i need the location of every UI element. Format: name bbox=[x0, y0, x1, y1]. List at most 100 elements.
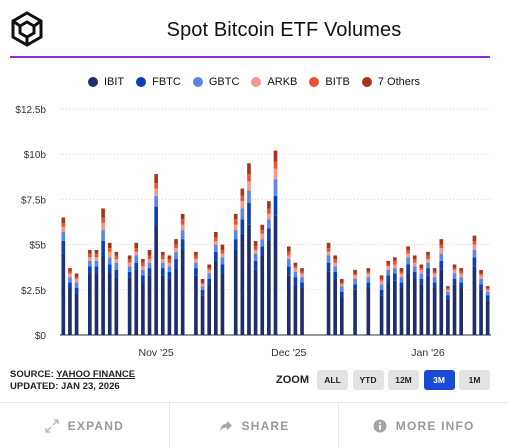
bar-segment-ibit bbox=[68, 287, 72, 335]
legend-swatch bbox=[192, 77, 203, 87]
bar-segment-arkb bbox=[160, 259, 165, 263]
bar-segment-gbtc bbox=[127, 266, 132, 272]
bar-segment-7-others bbox=[240, 188, 245, 196]
bar-segment-ibit bbox=[406, 273, 410, 335]
zoom-all-button[interactable]: ALL bbox=[317, 370, 348, 390]
bar-segment-fbtc bbox=[452, 278, 457, 285]
bar-segment-arkb bbox=[200, 284, 205, 287]
source-link[interactable]: YAHOO FINANCE bbox=[56, 369, 136, 380]
zoom-1m-button[interactable]: 1M bbox=[459, 370, 490, 390]
legend-item-ibit[interactable]: IBIT bbox=[87, 76, 124, 88]
bar-segment-bitb bbox=[233, 219, 238, 225]
bar-segment-bitb bbox=[127, 259, 132, 263]
bar-segment-gbtc bbox=[426, 262, 430, 269]
bar-segment-gbtc bbox=[459, 277, 463, 283]
bar-segment-gbtc bbox=[61, 231, 66, 241]
bar-segment-ibit bbox=[459, 287, 463, 335]
y-tick-label: $0 bbox=[35, 331, 47, 342]
bar-segment-gbtc bbox=[339, 286, 344, 292]
expand-button[interactable]: EXPAND bbox=[0, 403, 170, 448]
bar-segment-7-others bbox=[88, 250, 92, 254]
bar-segment-arkb bbox=[134, 251, 139, 256]
bar-segment-arkb bbox=[485, 289, 490, 292]
bar-segment-7-others bbox=[439, 239, 444, 245]
bar-segment-bitb bbox=[412, 259, 417, 263]
bar-segment-ibit bbox=[194, 275, 198, 335]
bar-segment-7-others bbox=[200, 278, 205, 283]
info-icon bbox=[373, 419, 387, 432]
bar-segment-bitb bbox=[207, 268, 212, 270]
x-tick-label: Dec '25 bbox=[271, 347, 306, 359]
action-bar: EXPAND SHARE MORE INFO bbox=[0, 402, 508, 448]
legend-item-gbtc[interactable]: GBTC bbox=[192, 76, 240, 88]
bar-segment-7-others bbox=[154, 174, 158, 184]
chart-title: Spot Bitcoin ETF Volumes bbox=[166, 19, 402, 41]
bar-segment-fbtc bbox=[154, 206, 158, 227]
bar-segment-gbtc bbox=[333, 266, 338, 272]
bar-segment-fbtc bbox=[68, 282, 72, 288]
bar-segment-ibit bbox=[479, 289, 483, 335]
bar-segment-fbtc bbox=[127, 271, 132, 278]
bar-segment-arkb bbox=[366, 273, 371, 278]
bar-segment-arkb bbox=[174, 248, 178, 252]
bar-segment-fbtc bbox=[267, 228, 271, 241]
bar-segment-ibit bbox=[399, 287, 404, 335]
legend-item-fbtc[interactable]: FBTC bbox=[136, 76, 181, 88]
bar-segment-arkb bbox=[127, 262, 132, 267]
zoom-12m-button[interactable]: 12M bbox=[388, 370, 419, 390]
bar-segment-gbtc bbox=[293, 271, 298, 278]
bar-segment-bitb bbox=[107, 248, 112, 252]
bar-segment-gbtc bbox=[74, 282, 79, 288]
bar-segment-gbtc bbox=[107, 257, 112, 265]
bar-segment-bitb bbox=[88, 253, 92, 258]
bar-segment-fbtc bbox=[300, 282, 304, 288]
bar-segment-ibit bbox=[180, 250, 185, 335]
more-info-button[interactable]: MORE INFO bbox=[339, 403, 508, 448]
bar-segment-ibit bbox=[107, 273, 112, 335]
chart-legend: IBIT FBTC GBTC ARKB BITB 7 Others bbox=[0, 76, 508, 88]
bar-segment-ibit bbox=[233, 250, 238, 335]
zoom-controls: ZOOM ALL YTD 12M 3M 1M bbox=[276, 370, 490, 390]
bar-segment-gbtc bbox=[240, 208, 245, 220]
expand-label: EXPAND bbox=[67, 418, 124, 433]
bar-segment-7-others bbox=[180, 213, 185, 220]
y-tick-label: $12.5b bbox=[15, 105, 46, 116]
bar-segment-gbtc bbox=[286, 259, 291, 267]
share-button[interactable]: SHARE bbox=[170, 403, 340, 448]
bar-segment-ibit bbox=[426, 275, 430, 335]
x-tick-label: Jan '26 bbox=[411, 347, 445, 359]
legend-item-arkb[interactable]: ARKB bbox=[251, 76, 297, 88]
legend-label: GBTC bbox=[208, 76, 240, 88]
legend-swatch bbox=[309, 77, 320, 87]
legend-item-bitb[interactable]: BITB bbox=[309, 76, 350, 88]
bar-segment-fbtc bbox=[419, 278, 424, 285]
bar-segment-bitb bbox=[194, 255, 198, 260]
bar-segment-gbtc bbox=[167, 266, 172, 272]
legend-item-7-others[interactable]: 7 Others bbox=[361, 76, 420, 88]
bar-segment-fbtc bbox=[247, 203, 251, 225]
bar-segment-7-others bbox=[446, 286, 450, 288]
bar-segment-arkb bbox=[233, 224, 238, 231]
bar-segment-bitb bbox=[300, 271, 304, 274]
x-tick-label: Nov '25 bbox=[139, 347, 174, 359]
bar-segment-fbtc bbox=[406, 264, 410, 274]
bar-segment-bitb bbox=[386, 264, 391, 267]
bar-segment-ibit bbox=[273, 215, 278, 335]
bar-segment-bitb bbox=[393, 260, 397, 265]
zoom-ytd-button[interactable]: YTD bbox=[352, 370, 384, 390]
bar-segment-fbtc bbox=[459, 282, 463, 288]
bar-segment-arkb bbox=[273, 168, 278, 180]
bar-segment-fbtc bbox=[240, 219, 245, 234]
bar-segment-ibit bbox=[412, 278, 417, 335]
bar-segment-gbtc bbox=[386, 269, 391, 276]
bar-segment-bitb bbox=[180, 219, 185, 225]
bar-segment-gbtc bbox=[220, 257, 225, 265]
bar-segment-7-others bbox=[94, 250, 99, 254]
bar-segment-arkb bbox=[207, 269, 212, 274]
bar-segment-7-others bbox=[160, 251, 165, 256]
bar-segment-bitb bbox=[452, 268, 457, 270]
bar-segment-bitb bbox=[154, 183, 158, 189]
legend-label: BITB bbox=[325, 76, 350, 88]
zoom-3m-button[interactable]: 3M bbox=[423, 370, 455, 390]
bar-segment-arkb bbox=[94, 257, 99, 261]
